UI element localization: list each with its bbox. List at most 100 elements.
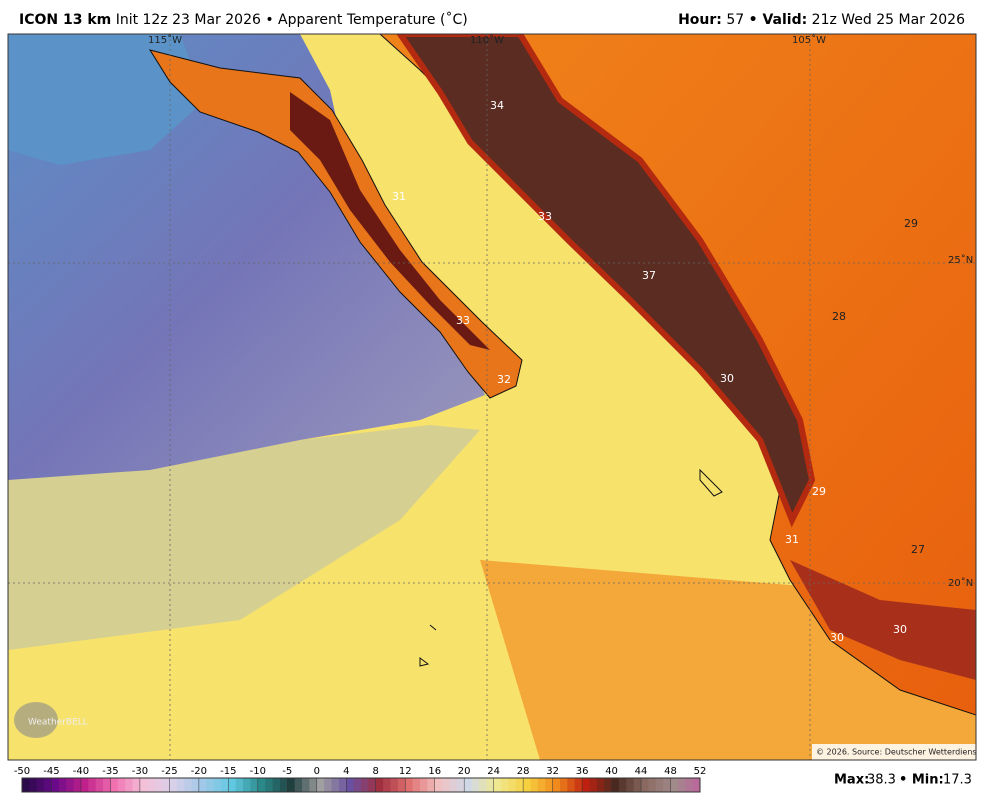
colorbar-segment [375, 778, 384, 792]
map-area: WeatherBELL © 2026. Source: Deutscher We… [8, 34, 976, 760]
colorbar-segment [331, 778, 340, 792]
labels: 115˚W 110˚W 105˚W 25˚N 20˚N 34 31 33 37 33 32 30 29 2… [148, 34, 973, 644]
colorbar-segment [582, 778, 590, 792]
colorbar-segment [655, 778, 664, 792]
colorbar-segment [265, 778, 274, 792]
colorbar-segment [309, 778, 318, 792]
colorbar-tick-label: 32 [546, 766, 559, 777]
colorbar-segment [626, 778, 635, 792]
colorbar-tick-label: -10 [250, 766, 266, 777]
colorbar-tick-label: 40 [605, 766, 618, 777]
colorbar-tick-label: 4 [343, 766, 349, 777]
mild-zone [8, 425, 480, 650]
colorbar-segment [574, 778, 583, 792]
point-value: 37 [642, 269, 656, 282]
colorbar-tick-label: 16 [428, 766, 441, 777]
colorbar-tick-label: 52 [694, 766, 707, 777]
colorbar-segment [228, 778, 237, 792]
colorbar-segment [648, 778, 657, 792]
colorbar-segment [44, 778, 52, 792]
logo-swirl [14, 702, 58, 738]
baja-peninsula [148, 49, 523, 399]
run-info: Init 12z 23 Mar 2026 • Apparent Temperat… [115, 12, 468, 28]
max-value: 38.3 [867, 773, 896, 788]
colorbar-segment [198, 778, 207, 792]
max-label: Max: [834, 773, 869, 788]
hour: 57 [726, 12, 745, 28]
colorbar-segment [139, 778, 148, 792]
point-value: 29 [904, 217, 918, 230]
colorbar-segment [589, 778, 598, 792]
colorbar-segment [125, 778, 134, 792]
mainland-hot-band [396, 34, 816, 528]
colorbar-tick-label: -5 [282, 766, 292, 777]
colorbar-tick-label: 20 [458, 766, 471, 777]
colorbar-segment [250, 778, 259, 792]
colorbar-segment [117, 778, 126, 792]
colorbar-segment [493, 778, 502, 792]
colorbar-segment [501, 778, 509, 792]
colorbar-segment [567, 778, 576, 792]
colorbar-tick-label: 44 [635, 766, 648, 777]
point-value: 33 [538, 210, 552, 223]
colorbar-segment [486, 778, 495, 792]
colorbar-segment [287, 778, 296, 792]
colorbar-tick-label: 24 [487, 766, 500, 777]
colorbar-segment [110, 778, 119, 792]
colorbar-segment [390, 778, 399, 792]
point-value: 33 [456, 314, 470, 327]
colorbar-segment [316, 778, 325, 792]
south-hot-band [790, 560, 976, 680]
baja-hot-core [290, 92, 490, 350]
colorbar-segment [449, 778, 458, 792]
point-value: 30 [830, 631, 844, 644]
colorbar-segment [383, 778, 391, 792]
colorbar-segment [95, 778, 104, 792]
colorbar-segment [243, 778, 251, 792]
colorbar-segment [346, 778, 355, 792]
colorbar-segment [147, 778, 156, 792]
colorbar-segment [515, 778, 524, 792]
header-left: ICON 13 km Init 12z 23 Mar 2026 • Appare… [19, 12, 468, 28]
model-name: ICON 13 km [19, 12, 112, 28]
colorbar-segment [663, 778, 672, 792]
colorbar-segment [677, 778, 686, 792]
point-value: 34 [490, 99, 504, 112]
cold-zone [8, 34, 205, 165]
colorbar-segment [545, 778, 554, 792]
colorbar-tick-label: 28 [517, 766, 530, 777]
longitude-label: 110˚W [470, 34, 504, 46]
colorbar-tick-label: -15 [220, 766, 236, 777]
colorbar-segment [324, 778, 333, 792]
colorbar-tick-label: -30 [132, 766, 148, 777]
colorbar-segment [257, 778, 266, 792]
header-right: Hour: 57 • Valid: 21z Wed 25 Mar 2026 [678, 12, 965, 28]
colorbar-segment [272, 778, 281, 792]
valid-label: • Valid: [748, 12, 808, 28]
colorbar-segment [596, 778, 605, 792]
point-value: 30 [893, 623, 907, 636]
colorbar-segment [302, 778, 310, 792]
colorbar-segment [88, 778, 97, 792]
colorbar-segment [184, 778, 192, 792]
colorbar-segment [368, 778, 377, 792]
colorbar-segment [80, 778, 89, 792]
min-value: 17.3 [943, 773, 972, 788]
colorbar-segment [22, 778, 30, 792]
point-value: 30 [720, 372, 734, 385]
point-value: 31 [392, 190, 406, 203]
colorbar-segment [405, 778, 414, 792]
colorbar-segment [419, 778, 428, 792]
colorbar-segment [692, 778, 701, 792]
map-frame [7, 33, 977, 761]
colorbar-segment [508, 778, 517, 792]
colorbar-segment [611, 778, 620, 792]
colorbar-tick-label: 8 [373, 766, 379, 777]
longitude-label: 115˚W [148, 34, 182, 46]
colorbar-segment [361, 778, 369, 792]
colorbar-segment [206, 778, 215, 792]
colorbar: -50 -45 -40 -35 -30 -25 -20 -15 -10 -5 0 4 8 12 16 20 24… [14, 766, 707, 793]
colorbar-segment [176, 778, 185, 792]
credit-box [812, 744, 976, 760]
colorbar-segment [235, 778, 244, 792]
